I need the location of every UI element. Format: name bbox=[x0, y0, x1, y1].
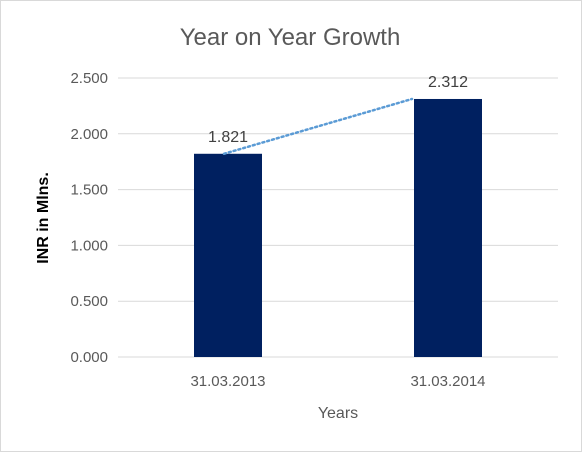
y-axis-ticks: 0.000 0.500 1.000 1.500 2.000 2.500 bbox=[70, 70, 108, 366]
trendline bbox=[222, 97, 414, 156]
x-axis-title: Years bbox=[318, 405, 358, 422]
trendline-group bbox=[222, 97, 414, 156]
data-label: 1.821 bbox=[208, 129, 248, 146]
y-tick-label: 1.500 bbox=[70, 182, 108, 199]
bars bbox=[194, 98, 482, 357]
y-tick-label: 2.000 bbox=[70, 126, 108, 143]
y-tick-label: 0.000 bbox=[70, 349, 108, 366]
x-tick-label: 31.03.2014 bbox=[410, 373, 485, 390]
chart-title: Year on Year Growth bbox=[180, 24, 401, 51]
y-tick-label: 0.500 bbox=[70, 293, 108, 310]
data-label: 2.312 bbox=[428, 74, 468, 91]
y-tick-label: 2.500 bbox=[70, 70, 108, 87]
bar bbox=[194, 153, 262, 357]
x-axis-ticks: 31.03.2013 31.03.2014 bbox=[190, 373, 485, 390]
data-labels: 1.821 2.312 bbox=[208, 74, 468, 146]
x-tick-label: 31.03.2013 bbox=[190, 373, 265, 390]
y-axis-title: INR in Mlns. bbox=[35, 172, 52, 264]
bar bbox=[414, 98, 482, 357]
gridlines bbox=[118, 77, 558, 358]
y-tick-label: 1.000 bbox=[70, 237, 108, 254]
